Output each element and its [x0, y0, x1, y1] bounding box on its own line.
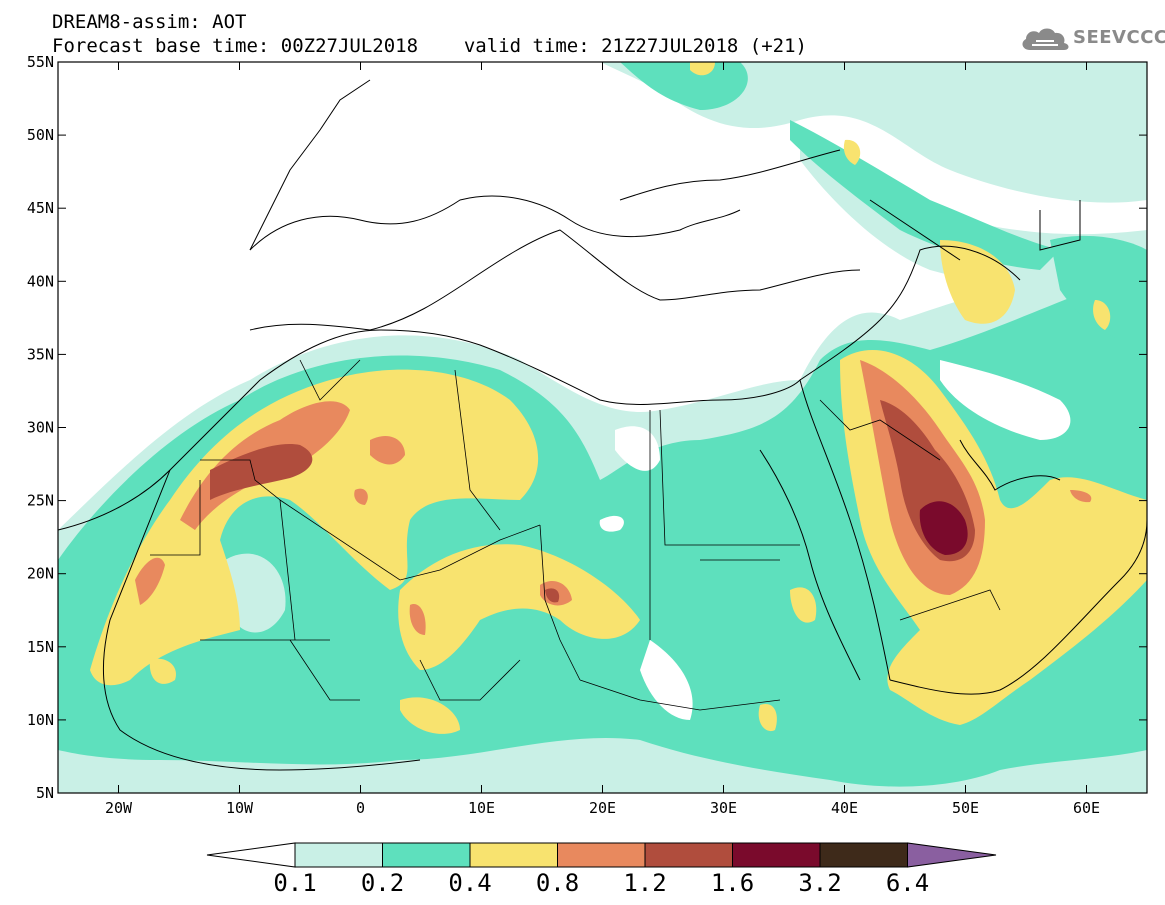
lat-label: 55N: [27, 53, 54, 71]
lon-label: 10E: [468, 799, 495, 817]
axis-ticks: [58, 61, 1147, 794]
coastlines: [58, 79, 1147, 771]
map-subtitle: Forecast base time: 00Z27JUL2018 valid t…: [52, 35, 807, 57]
lat-label: 35N: [27, 345, 54, 363]
lat-label: 15N: [27, 638, 54, 656]
lon-label: 10W: [226, 799, 254, 817]
lon-label: 40E: [831, 799, 858, 817]
valid-time: valid time: 21Z27JUL2018 (+21): [463, 35, 807, 57]
country-borders: [150, 359, 1001, 711]
colorbar-swatch: [382, 842, 471, 868]
lat-label: 50N: [27, 126, 54, 144]
lon-label: 60E: [1073, 799, 1100, 817]
cloud-icon: [1022, 28, 1069, 50]
colorbar-swatch: [294, 842, 383, 868]
colorbar-level-label: 1.2: [623, 869, 667, 897]
lat-label: 30N: [27, 419, 54, 437]
map-title: DREAM8-assim: AOT: [52, 11, 247, 33]
colorbar-level-label: 1.6: [710, 869, 755, 897]
colorbar-over-arrow: [907, 842, 997, 868]
lat-label: 40N: [27, 272, 54, 290]
colorbar-swatch: [819, 842, 908, 868]
lat-label: 45N: [27, 199, 54, 217]
colorbar-swatch: [644, 842, 733, 868]
colorbar-level-label: 3.2: [798, 869, 842, 897]
lon-label: 20E: [589, 799, 616, 817]
colorbar-level-label: 0.4: [448, 869, 492, 897]
lat-label: 10N: [27, 711, 54, 729]
colorbar-level-label: 0.2: [360, 869, 405, 897]
lat-label: 5N: [36, 784, 54, 802]
lon-label: 50E: [952, 799, 979, 817]
colorbar-level-label: 0.8: [535, 869, 580, 897]
colorbar-swatch: [732, 842, 821, 868]
lat-label: 20N: [27, 565, 54, 583]
colorbar-swatch: [557, 842, 646, 868]
colorbar: [206, 842, 997, 868]
lon-label: 20W: [105, 799, 133, 817]
colorbar-under-arrow: [206, 842, 296, 868]
lat-axis-labels: 55N 50N 45N 40N 35N 30N 25N 20N 15N 10N 5N: [27, 53, 54, 802]
lon-label: 0: [356, 799, 365, 817]
lat-label: 25N: [27, 492, 54, 510]
forecast-base-time: Forecast base time: 00Z27JUL2018: [52, 35, 419, 57]
logo-text: SEEVCCC: [1073, 27, 1165, 48]
lon-axis-labels: 20W 10W 0 10E 20E 30E 40E 50E 60E: [105, 799, 1100, 817]
aot-field: [58, 62, 1147, 793]
colorbar-level-label: 6.4: [885, 869, 930, 897]
lon-label: 30E: [710, 799, 737, 817]
colorbar-swatch: [469, 842, 558, 868]
colorbar-level-label: 0.1: [273, 869, 317, 897]
